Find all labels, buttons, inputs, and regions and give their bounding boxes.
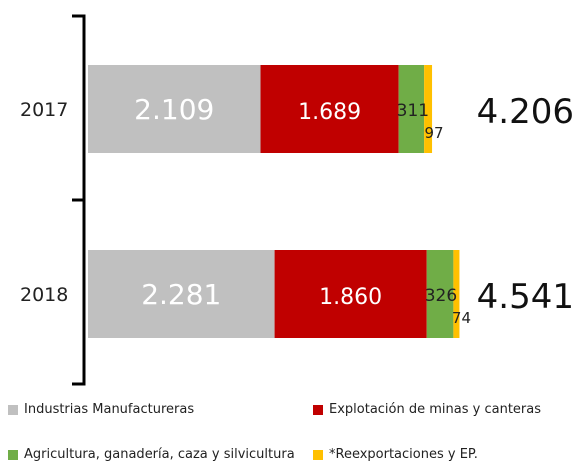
- data-label-reexportaciones-2018: 74: [452, 309, 471, 327]
- legend-item-reexportaciones: *Reexportaciones y EP.: [313, 447, 478, 462]
- legend-label-industrias: Industrias Manufactureras: [24, 402, 195, 417]
- bar-agricultura-2018: [426, 250, 454, 338]
- data-label-agricultura-2018: 326: [425, 286, 457, 306]
- legend-item-agricultura: Agricultura, ganadería, caza y silvicult…: [8, 447, 295, 462]
- data-label-reexportaciones-2017: 97: [425, 124, 444, 142]
- legend-label-explotacion: Explotación de minas y canteras: [329, 402, 541, 417]
- legend-swatch-reexportaciones: [313, 449, 323, 460]
- data-label-explotacion-2017: 1.689: [298, 100, 361, 125]
- legend-swatch-agricultura: [8, 449, 18, 460]
- bar-explotacion-2018: [274, 250, 427, 338]
- legend-swatch-explotacion: [313, 404, 323, 415]
- bar-industrias-2018: [88, 250, 275, 338]
- legend-item-explotacion: Explotación de minas y canteras: [313, 402, 541, 417]
- category-label-2018: 2018: [20, 284, 68, 306]
- legend-swatch-industrias: [8, 404, 18, 415]
- category-label-2017: 2017: [20, 99, 68, 121]
- data-label-industrias-2017: 2.109: [134, 93, 214, 126]
- legend-item-industrias: Industrias Manufactureras: [8, 402, 194, 417]
- bar-reexportaciones-2017: [424, 65, 433, 153]
- bar-explotacion-2017: [260, 65, 399, 153]
- total-label-2018: 4.541: [477, 277, 574, 317]
- bar-agricultura-2017: [398, 65, 425, 153]
- data-label-agricultura-2017: 311: [397, 101, 429, 121]
- data-label-explotacion-2018: 1.860: [319, 285, 382, 310]
- bar-industrias-2017: [88, 65, 261, 153]
- legend-label-reexportaciones: *Reexportaciones y EP.: [329, 447, 478, 462]
- legend-label-agricultura: Agricultura, ganadería, caza y silvicult…: [24, 447, 295, 462]
- bar-reexportaciones-2018: [453, 250, 460, 338]
- data-label-industrias-2018: 2.281: [141, 278, 221, 311]
- total-label-2017: 4.206: [477, 92, 574, 132]
